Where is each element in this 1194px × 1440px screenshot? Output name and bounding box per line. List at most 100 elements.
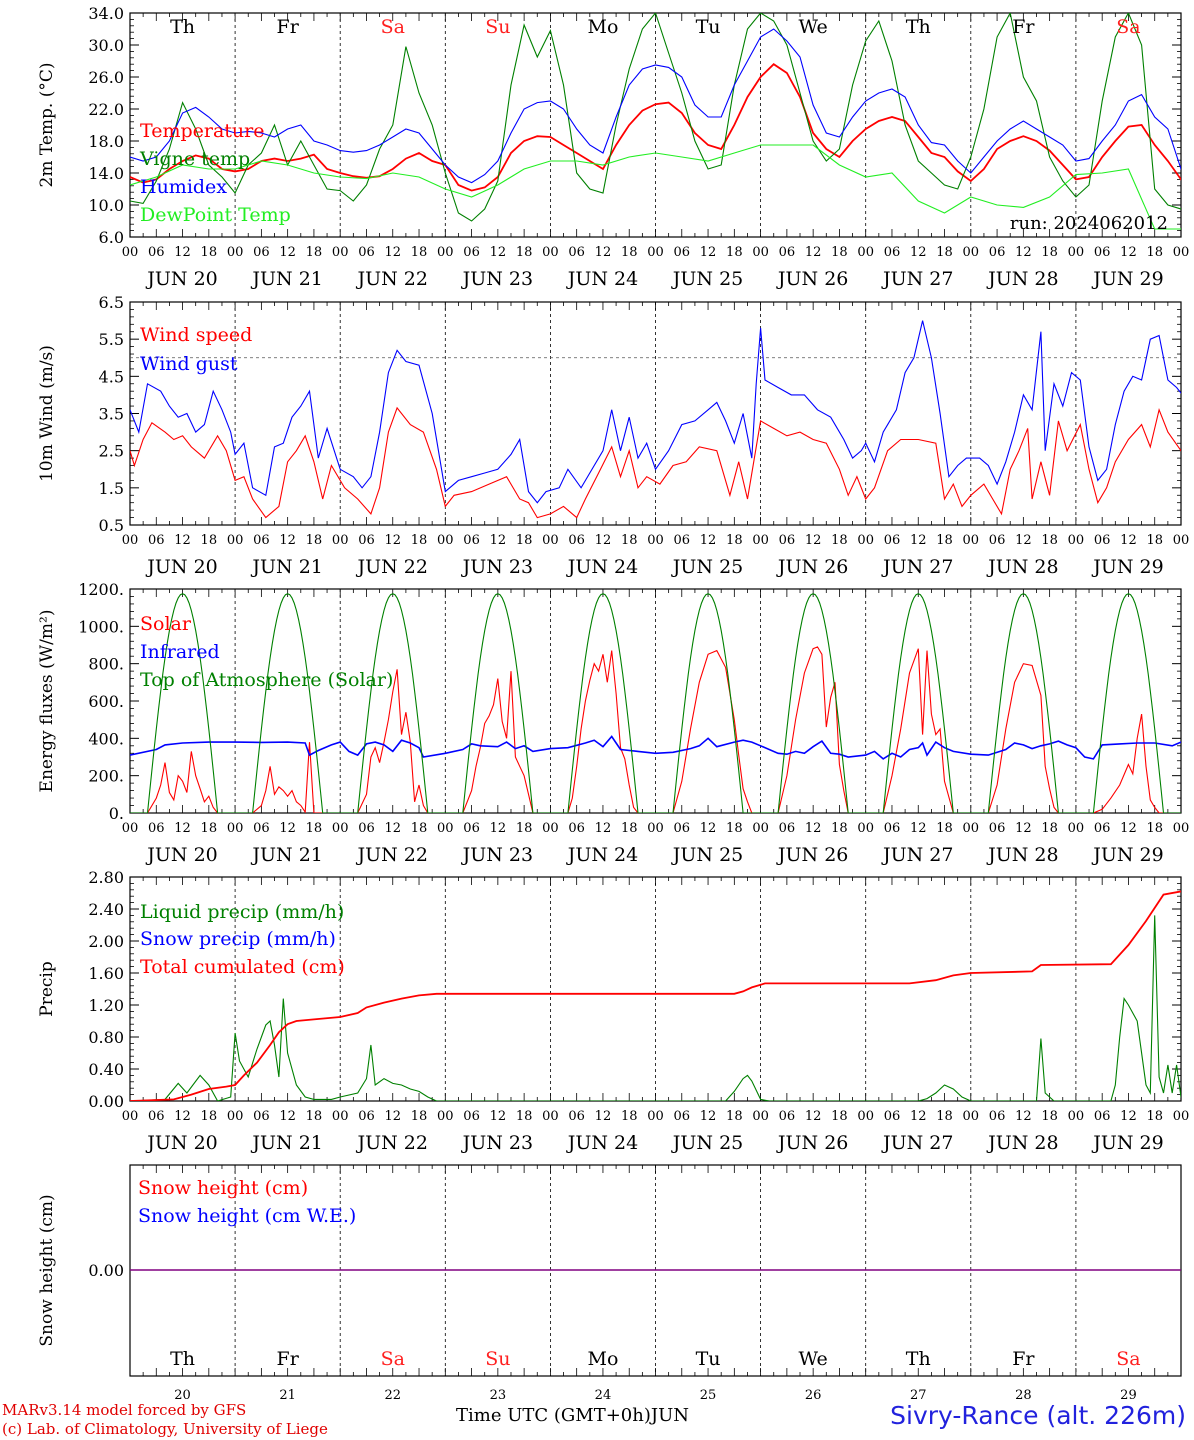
hour-tick-label: 18: [621, 245, 638, 260]
day-number-label: 27: [910, 1388, 927, 1403]
month-label: JUN: [650, 1405, 690, 1426]
y-axis-label: Snow height (cm): [37, 1194, 57, 1346]
series-infrared: [130, 735, 1181, 760]
hour-tick-label: 06: [779, 533, 796, 548]
hour-tick-label: 06: [674, 1109, 691, 1124]
hour-tick-label: 00: [227, 245, 244, 260]
hour-tick-label: 18: [726, 245, 743, 260]
hour-tick-label: 12: [910, 1109, 927, 1124]
hour-tick-label: 18: [1146, 821, 1163, 836]
hour-tick-label: 18: [201, 533, 218, 548]
hour-tick-label: 00: [1173, 533, 1190, 548]
hour-tick-label: 18: [306, 821, 323, 836]
date-label: JUN 26: [776, 1132, 848, 1154]
hour-tick-label: 12: [490, 821, 507, 836]
y-axis-label: Energy fluxes (W/m²): [37, 610, 57, 793]
date-label: JUN 25: [671, 1132, 743, 1154]
day-number-label: 24: [595, 1388, 612, 1403]
weekday-label: Sa: [381, 1348, 405, 1370]
panel-1: 6.0 10.0 14.0 18.0 22.0 26.0 30.0 34.0 2m Temp. …: [37, 4, 1189, 290]
hour-tick-label: 00: [752, 821, 769, 836]
hour-tick-label: 06: [358, 245, 375, 260]
hour-tick-label: 00: [437, 1109, 454, 1124]
hour-tick-label: 00: [542, 1109, 559, 1124]
date-label: JUN 22: [356, 844, 428, 866]
panel-4: 0.00 0.40 0.80 1.20 1.60 2.00 2.40 2.80 Precip Li…: [37, 868, 1189, 1154]
y-tick-label: 0.5: [99, 516, 124, 535]
hour-tick-label: 18: [936, 245, 953, 260]
date-label: JUN 22: [356, 1132, 428, 1154]
hour-tick-label: 00: [857, 245, 874, 260]
hour-tick-label: 00: [647, 245, 664, 260]
hour-tick-label: 06: [463, 1109, 480, 1124]
hour-tick-label: 06: [1094, 533, 1111, 548]
series-vigne-temp: [130, 13, 1181, 222]
hour-tick-label: 18: [1146, 245, 1163, 260]
hour-tick-label: 06: [253, 245, 270, 260]
date-label: JUN 24: [566, 556, 638, 578]
hour-tick-label: 18: [726, 1109, 743, 1124]
series-humidex: [130, 28, 1181, 184]
hour-tick-label: 06: [253, 821, 270, 836]
date-label: JUN 26: [776, 844, 848, 866]
hour-tick-label: 12: [700, 1109, 717, 1124]
legend-entry: Snow height (cm W.E.): [138, 1205, 356, 1227]
date-label: JUN 23: [461, 268, 533, 290]
y-tick-label: 1200.: [78, 580, 124, 599]
hour-tick-label: 00: [1068, 533, 1085, 548]
hour-tick-label: 06: [989, 245, 1006, 260]
date-label: JUN 21: [250, 1132, 322, 1154]
hour-tick-label: 06: [674, 533, 691, 548]
y-tick-label: 0.: [109, 804, 124, 823]
hour-tick-label: 00: [542, 821, 559, 836]
weekday-label: Mo: [587, 1348, 618, 1370]
hour-tick-label: 18: [726, 533, 743, 548]
hour-tick-label: 06: [884, 245, 901, 260]
y-axis-label: 2m Temp. (°C): [37, 62, 57, 187]
lab-credit: (c) Lab. of Climatology, University of L…: [2, 1420, 328, 1438]
hour-tick-label: 00: [857, 821, 874, 836]
y-tick-label: 1.5: [99, 479, 124, 498]
y-tick-label: 0.00: [88, 1261, 124, 1280]
series-top-of-atmosphere-solar: [130, 593, 1181, 813]
hour-tick-label: 12: [174, 821, 191, 836]
hour-tick-label: 00: [227, 1109, 244, 1124]
hour-tick-label: 00: [647, 533, 664, 548]
day-number-label: 22: [384, 1388, 401, 1403]
date-label: JUN 28: [986, 556, 1058, 578]
hour-tick-label: 18: [831, 245, 848, 260]
hour-tick-label: 18: [516, 245, 533, 260]
date-label: JUN 27: [881, 556, 953, 578]
date-label: JUN 23: [461, 844, 533, 866]
hour-tick-label: 18: [831, 821, 848, 836]
weekday-label: Th: [170, 16, 195, 38]
hour-tick-label: 06: [463, 533, 480, 548]
panel-2: 0.5 1.5 2.5 3.5 4.5 5.5 6.5 10m Wind (m/s) Wind …: [37, 293, 1190, 578]
date-label: JUN 28: [986, 1132, 1058, 1154]
hour-tick-label: 00: [122, 245, 139, 260]
hour-tick-label: 12: [805, 533, 822, 548]
day-number-label: 28: [1015, 1388, 1032, 1403]
hour-tick-label: 12: [1015, 245, 1032, 260]
hour-tick-label: 06: [148, 1109, 165, 1124]
series-total-cumulated-cm: [130, 890, 1181, 1101]
hour-tick-label: 12: [174, 533, 191, 548]
legend-entry: Snow height (cm): [138, 1177, 308, 1199]
legend-entry: Humidex: [140, 176, 227, 198]
hour-tick-label: 00: [227, 533, 244, 548]
weekday-label: We: [799, 1348, 828, 1370]
hour-tick-label: 06: [253, 1109, 270, 1124]
hour-tick-label: 18: [1041, 1109, 1058, 1124]
hour-tick-label: 00: [1068, 821, 1085, 836]
legend-entry: Wind gust: [140, 353, 238, 375]
hour-tick-label: 06: [884, 1109, 901, 1124]
y-tick-label: 18.0: [88, 132, 124, 151]
legend-entry: Infrared: [140, 641, 220, 663]
hour-tick-label: 12: [595, 533, 612, 548]
hour-tick-label: 18: [201, 245, 218, 260]
hour-tick-label: 18: [1146, 1109, 1163, 1124]
hour-tick-label: 18: [1041, 821, 1058, 836]
series-liquid-precip-mm-h: [130, 915, 1181, 1101]
hour-tick-label: 06: [358, 821, 375, 836]
y-tick-label: 30.0: [88, 36, 124, 55]
